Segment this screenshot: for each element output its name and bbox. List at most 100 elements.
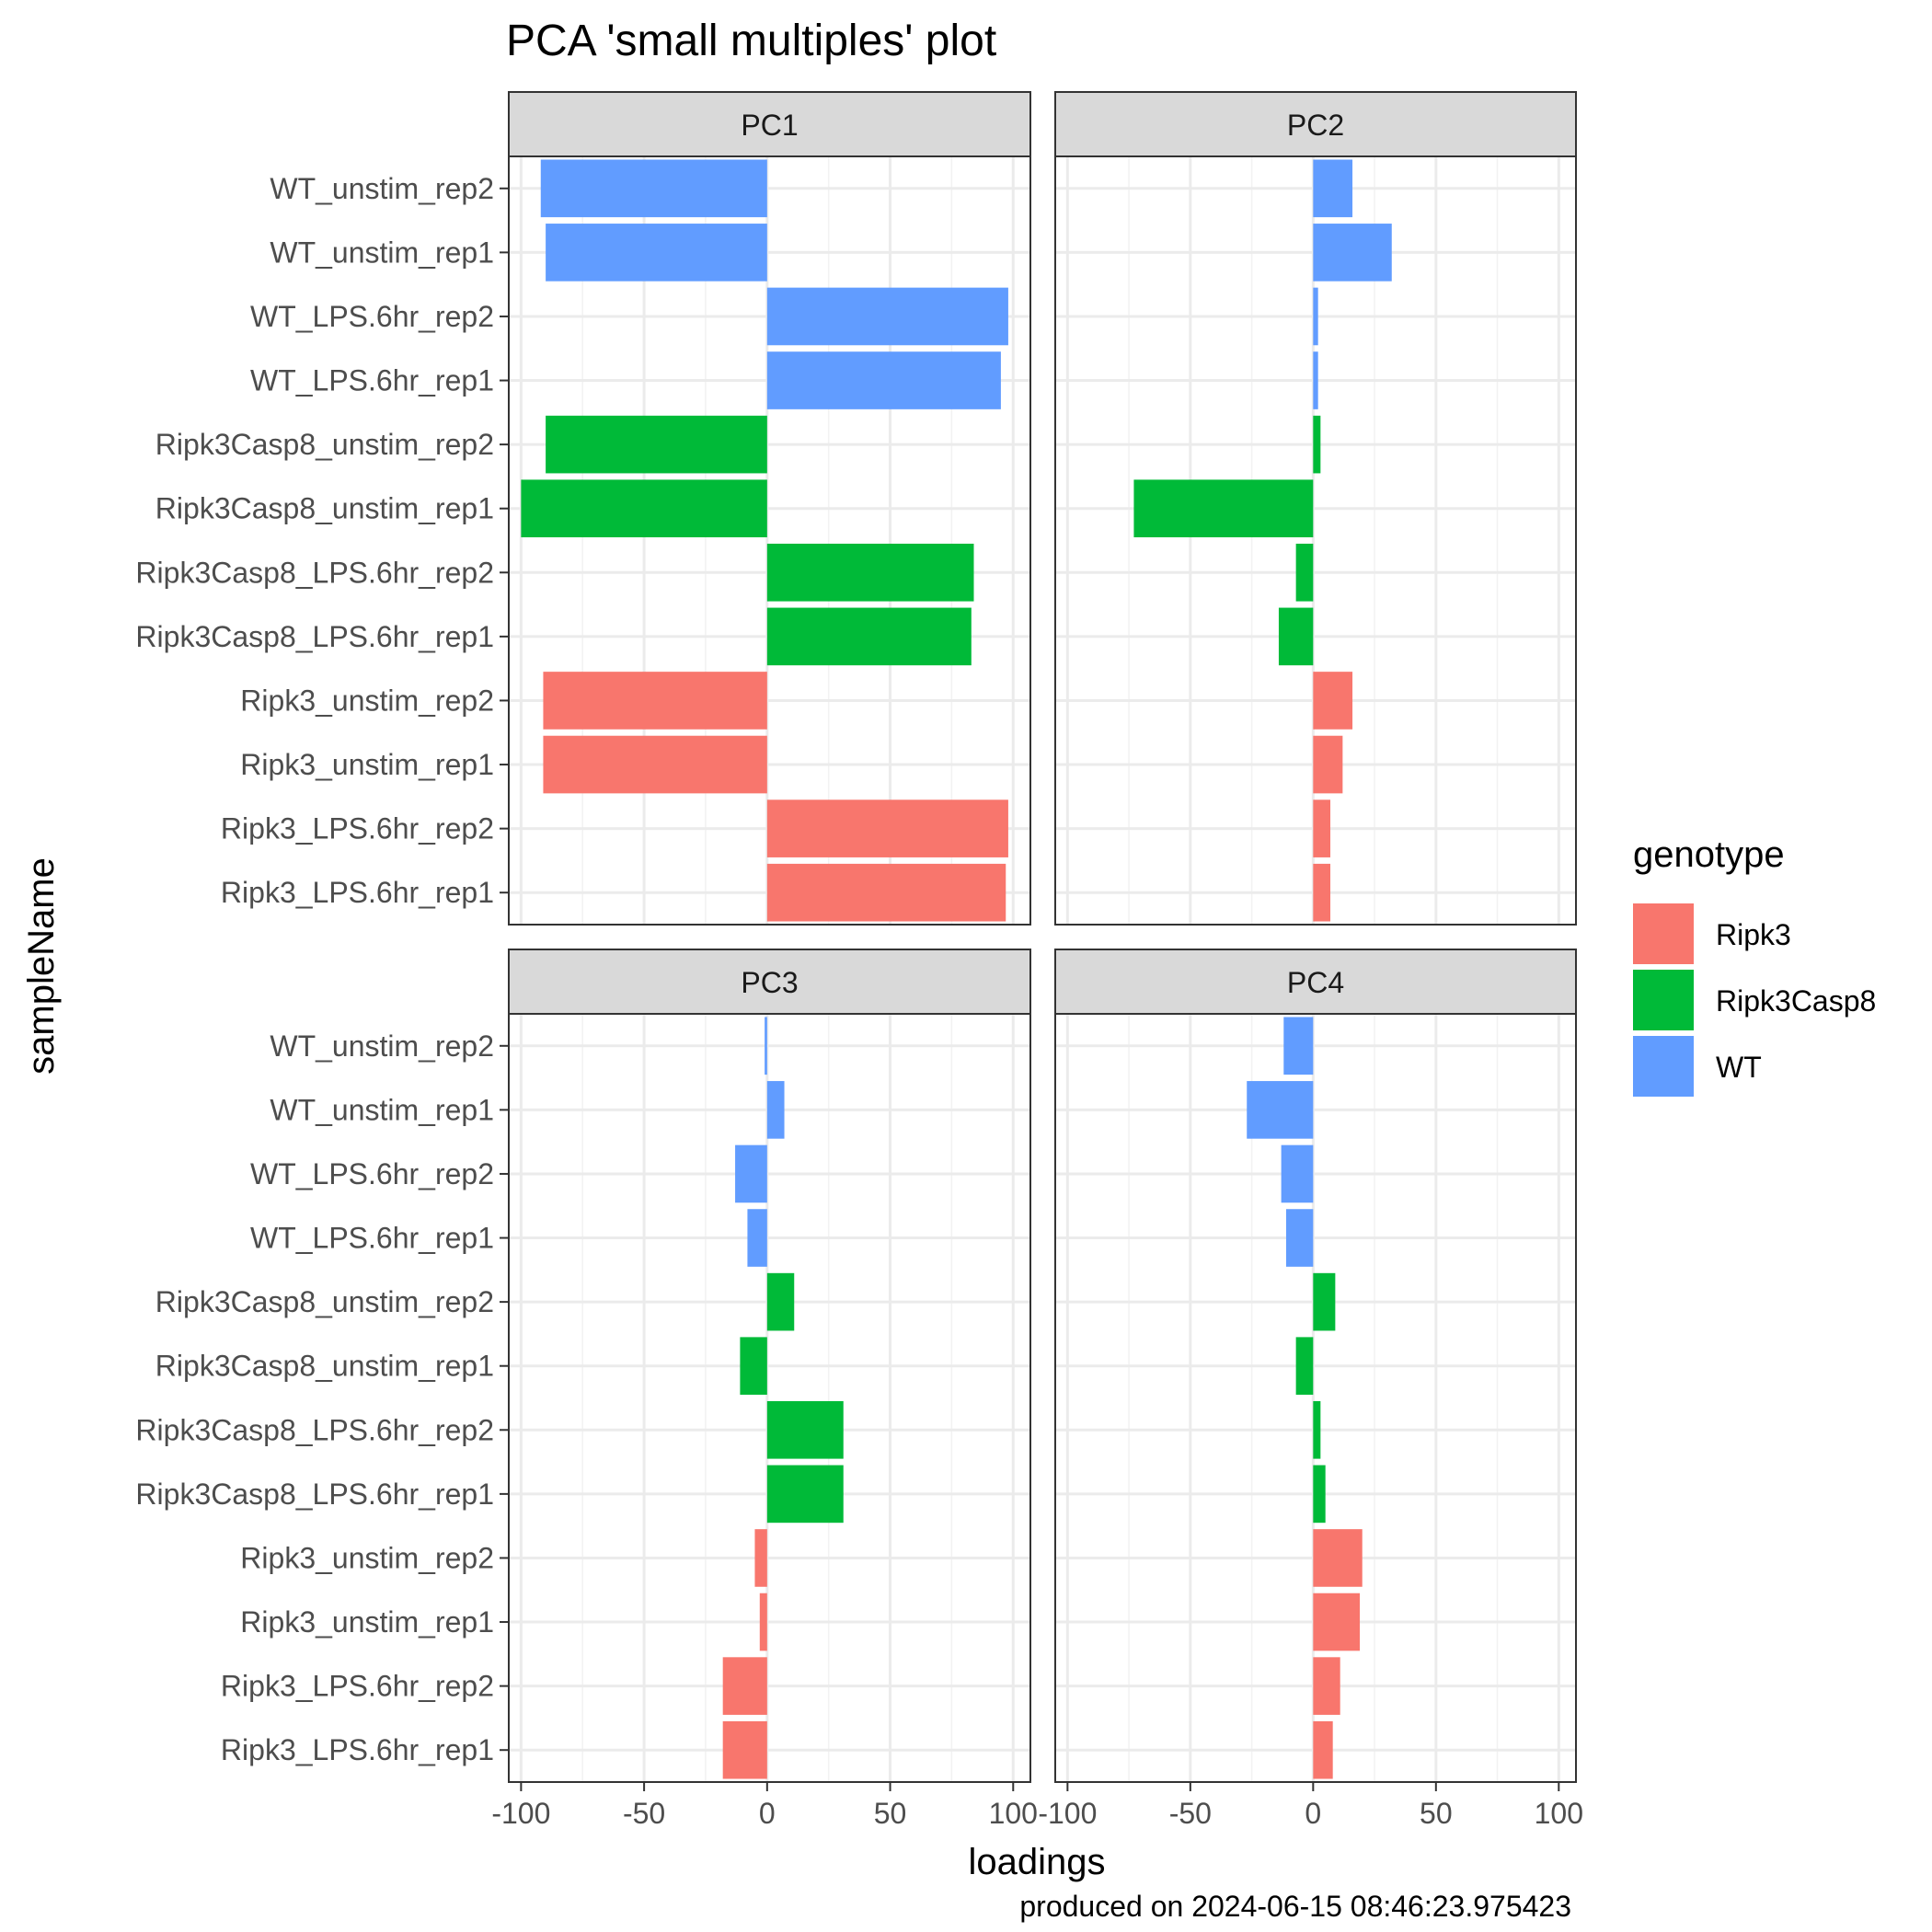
y-tick-label: WT_LPS.6hr_rep1: [250, 1222, 494, 1255]
bar-pc4-Ripk3_unstim_rep2: [1313, 1529, 1363, 1587]
panel-border: [508, 155, 1031, 926]
bar-pc4-Ripk3_LPS.6hr_rep1: [1313, 1720, 1333, 1779]
x-tick-label: -50: [623, 1797, 665, 1830]
y-tick-label: Ripk3Casp8_unstim_rep2: [155, 1285, 494, 1318]
y-tick-label: Ripk3_unstim_rep1: [240, 1605, 494, 1639]
facet-strip: [1054, 949, 1577, 1015]
y-tick-label: WT_unstim_rep1: [270, 236, 494, 269]
legend-label: WT: [1716, 1051, 1762, 1084]
bar-pc2-WT_unstim_rep1: [1313, 224, 1392, 282]
y-tick-label: WT_LPS.6hr_rep2: [250, 300, 494, 333]
facet-strip: [508, 91, 1031, 157]
bar-pc4-WT_LPS.6hr_rep2: [1281, 1144, 1314, 1203]
bar-pc4-Ripk3Casp8_LPS.6hr_rep1: [1313, 1465, 1326, 1524]
legend-title: genotype: [1633, 834, 1785, 875]
bar-pc2-WT_LPS.6hr_rep1: [1313, 351, 1318, 409]
bar-pc4-WT_unstim_rep2: [1283, 1017, 1314, 1075]
bar-pc3-Ripk3_LPS.6hr_rep1: [722, 1720, 767, 1779]
y-tick-label: Ripk3_LPS.6hr_rep1: [221, 876, 494, 909]
x-axis-title: loadings: [968, 1842, 1105, 1882]
bar-pc2-Ripk3Casp8_unstim_rep2: [1313, 415, 1321, 474]
y-tick-label: WT_unstim_rep2: [270, 172, 494, 205]
bar-pc2-Ripk3Casp8_LPS.6hr_rep1: [1278, 607, 1314, 666]
facet-panels: PC1 PC2 PC3 PC4: [508, 91, 1577, 1783]
panel-pc1: PC1: [508, 91, 1031, 926]
legend-label: Ripk3: [1716, 918, 1791, 951]
y-tick-label: WT_LPS.6hr_rep1: [250, 364, 494, 397]
bar-pc2-Ripk3Casp8_unstim_rep1: [1133, 479, 1314, 538]
bar-pc3-Ripk3_LPS.6hr_rep2: [722, 1657, 767, 1715]
bar-pc3-Ripk3Casp8_unstim_rep1: [740, 1337, 767, 1396]
legend: genotype Ripk3 Ripk3Casp8 WT: [1633, 834, 1876, 1097]
bar-pc4-Ripk3_LPS.6hr_rep2: [1313, 1657, 1340, 1715]
x-tick-label: 100: [1535, 1797, 1583, 1830]
bar-pc1-Ripk3_unstim_rep2: [543, 672, 767, 730]
bar-pc1-Ripk3Casp8_unstim_rep2: [546, 415, 767, 474]
bar-pc2-Ripk3_LPS.6hr_rep1: [1313, 863, 1331, 922]
facet-strip-label: PC3: [741, 966, 798, 999]
x-tick-label: -100: [1038, 1797, 1097, 1830]
bar-pc1-Ripk3Casp8_LPS.6hr_rep2: [766, 543, 974, 602]
bar-pc1-Ripk3_LPS.6hr_rep1: [766, 863, 1006, 922]
y-tick-label: Ripk3Casp8_LPS.6hr_rep2: [135, 1413, 494, 1446]
y-tick-label: WT_unstim_rep1: [270, 1093, 494, 1126]
panel-background: [509, 1014, 1030, 1782]
panel-background: [1055, 156, 1576, 925]
y-tick-label: WT_LPS.6hr_rep2: [250, 1157, 494, 1190]
y-tick-label: Ripk3Casp8_unstim_rep2: [155, 428, 494, 461]
legend-key-Ripk3Casp8: [1633, 970, 1694, 1030]
facet-strip-label: PC2: [1287, 109, 1344, 142]
facet-strip: [1054, 91, 1577, 157]
x-tick-label: 50: [1420, 1797, 1453, 1830]
bar-pc1-Ripk3_LPS.6hr_rep2: [766, 799, 1008, 857]
x-tick-label: 50: [874, 1797, 907, 1830]
panel-background: [509, 156, 1030, 925]
facet-strip-label: PC1: [741, 109, 798, 142]
chart-title: PCA 'small multiples' plot: [506, 17, 996, 65]
y-tick-label: Ripk3Casp8_unstim_rep1: [155, 1350, 494, 1383]
legend-label: Ripk3Casp8: [1716, 984, 1876, 1018]
bar-pc2-Ripk3_unstim_rep2: [1313, 672, 1353, 730]
y-tick-label: WT_unstim_rep2: [270, 1029, 494, 1063]
y-tick-label: Ripk3Casp8_LPS.6hr_rep1: [135, 620, 494, 653]
y-axis-title: sampleName: [21, 857, 62, 1075]
bar-pc1-Ripk3Casp8_unstim_rep1: [521, 479, 767, 538]
bar-pc3-WT_LPS.6hr_rep2: [735, 1144, 767, 1203]
y-tick-label: Ripk3Casp8_LPS.6hr_rep1: [135, 1478, 494, 1511]
bar-pc2-WT_LPS.6hr_rep2: [1313, 287, 1318, 346]
panel-pc2: PC2: [1054, 91, 1577, 926]
caption: produced on 2024-06-15 08:46:23.975423: [1019, 1890, 1571, 1923]
panel-border: [508, 1013, 1031, 1783]
bar-pc2-WT_unstim_rep2: [1313, 159, 1353, 218]
bar-pc3-WT_LPS.6hr_rep1: [747, 1209, 767, 1267]
bar-pc2-Ripk3_unstim_rep1: [1313, 735, 1343, 794]
y-tick-label: Ripk3_LPS.6hr_rep1: [221, 1733, 494, 1766]
bar-pc3-WT_unstim_rep2: [765, 1017, 767, 1075]
panel-border: [1054, 155, 1577, 926]
y-tick-label: Ripk3Casp8_unstim_rep1: [155, 492, 494, 525]
bar-pc1-WT_unstim_rep2: [540, 159, 767, 218]
bar-pc1-WT_LPS.6hr_rep1: [766, 351, 1001, 409]
panel-pc3: PC3: [508, 949, 1031, 1783]
bar-pc4-WT_unstim_rep1: [1247, 1081, 1314, 1139]
bar-pc1-Ripk3_unstim_rep1: [543, 735, 767, 794]
bar-pc4-Ripk3_unstim_rep1: [1313, 1593, 1361, 1651]
legend-key-Ripk3: [1633, 903, 1694, 964]
facet-strip: [508, 949, 1031, 1015]
panel-border: [1054, 1013, 1577, 1783]
bar-pc4-WT_LPS.6hr_rep1: [1285, 1209, 1314, 1267]
y-tick-label: Ripk3_unstim_rep2: [240, 1541, 494, 1574]
x-tick-label: 100: [989, 1797, 1038, 1830]
bar-pc4-Ripk3Casp8_unstim_rep2: [1313, 1272, 1336, 1331]
y-tick-label: Ripk3_LPS.6hr_rep2: [221, 812, 494, 845]
facet-strip-label: PC4: [1287, 966, 1344, 999]
bar-pc3-WT_unstim_rep1: [766, 1081, 785, 1139]
bar-pc2-Ripk3Casp8_LPS.6hr_rep2: [1295, 543, 1314, 602]
panel-background: [1055, 1014, 1576, 1782]
y-axes: WT_unstim_rep2 WT_unstim_rep1 WT_LPS.6hr_r…: [135, 172, 509, 1766]
bar-pc2-Ripk3_LPS.6hr_rep2: [1313, 799, 1331, 857]
bar-pc3-Ripk3Casp8_LPS.6hr_rep2: [766, 1400, 844, 1459]
x-axes: -100 -50 0 50 100 -100 -50 0 50 100: [491, 1782, 1583, 1830]
x-tick-label: -100: [491, 1797, 550, 1830]
